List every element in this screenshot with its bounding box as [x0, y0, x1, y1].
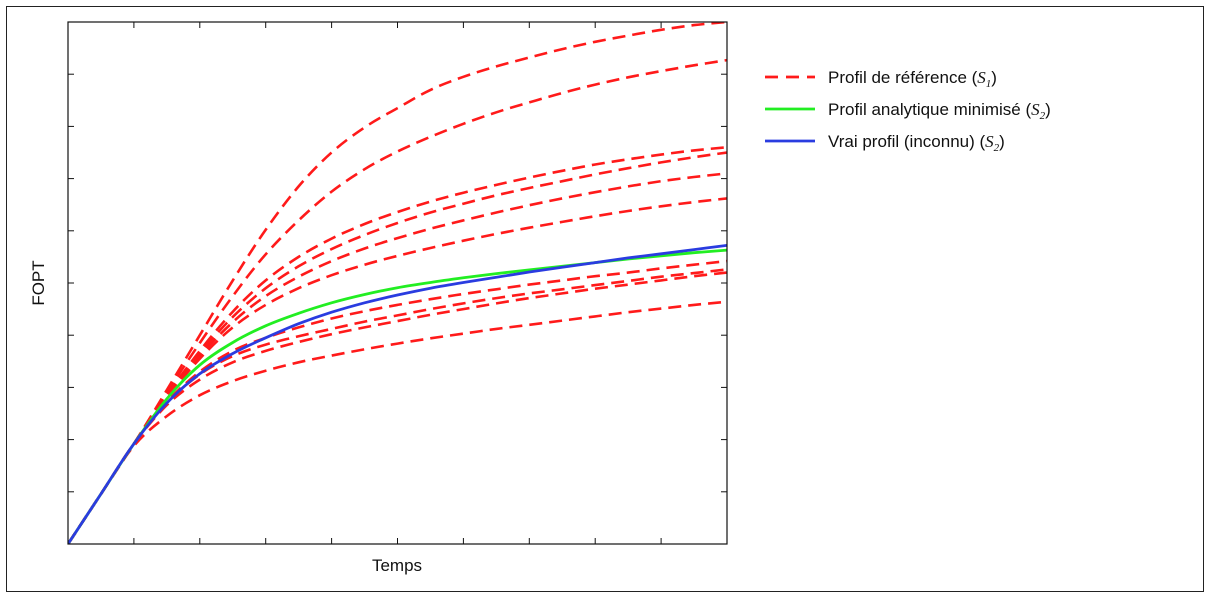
x-axis-label: Temps [372, 556, 422, 575]
reference-profile-line-6 [68, 197, 727, 544]
reference-profile-line-10 [68, 300, 727, 544]
reference-profile-line-4 [68, 151, 727, 544]
reference-profile-line-5 [68, 172, 727, 544]
plot-area [67, 21, 728, 545]
reference-profile-line-3 [68, 146, 727, 544]
legend-label-3: Vrai profil (inconnu) (S2) [828, 132, 1005, 154]
y-axis-label: FOPT [29, 260, 48, 305]
figure-frame [6, 6, 1204, 592]
ticks-layer [68, 22, 727, 544]
legend: Profil de référence (S1) Profil analytiqu… [765, 68, 1051, 154]
legend-label-2: Profil analytique minimisé (S2) [828, 100, 1051, 122]
reference-profile-line-1 [68, 22, 727, 544]
reference-profile-line-9 [68, 271, 727, 544]
legend-label-1: Profil de référence (S1) [828, 68, 997, 90]
series-layer [68, 22, 727, 544]
true-profile-line [68, 244, 727, 544]
reference-profile-line-2 [68, 58, 727, 544]
